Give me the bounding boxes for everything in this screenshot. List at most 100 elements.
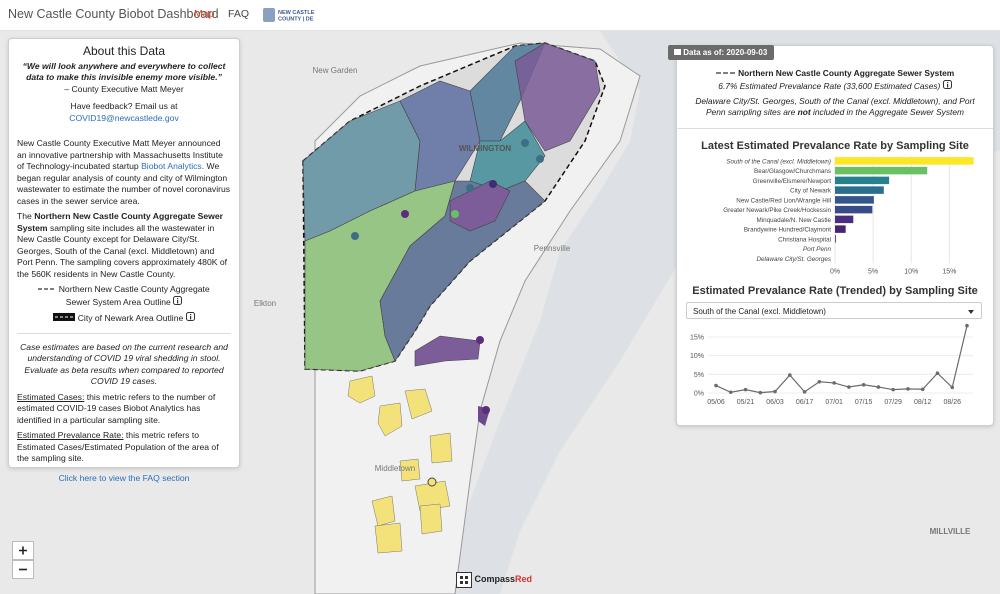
system-note: Delaware City/St. Georges, South of the … [677, 96, 993, 118]
county-logo[interactable]: NEW CASTLE COUNTY | DE [262, 6, 332, 24]
legend-item: Northern New Castle County Aggregate Sew… [17, 284, 231, 308]
sampling-sites [351, 139, 544, 487]
text: 6.7% Estimated Prevalance Rate (33,600 E… [718, 81, 941, 91]
email-link[interactable]: COVID19@newcastlede.gov [69, 112, 179, 123]
zoom-out[interactable] [12, 560, 34, 579]
site-marker[interactable] [401, 210, 409, 218]
site-marker[interactable] [521, 139, 529, 147]
caret-shape [968, 310, 974, 314]
quote: “We will look anywhere and everywhere to… [22, 60, 226, 83]
about-title: About this Data [82, 44, 166, 58]
category-label: Brandywine Hundred/Claymont [744, 227, 831, 234]
trend-chart-title: Estimated Prevalance Rate (Trended) by S… [692, 285, 978, 297]
system-name: Northern New Castle County Aggregate Sew… [677, 68, 993, 79]
logo-dot [460, 580, 463, 584]
trend-point [950, 385, 955, 390]
info-frame [942, 80, 952, 89]
plus [19, 546, 27, 555]
info-dot [946, 82, 948, 84]
sewer-area [429, 432, 453, 464]
footer-logo[interactable]: CompassRed [456, 570, 532, 588]
sewer-area [399, 80, 481, 192]
category-label: Delaware City/St. Georges [756, 256, 831, 263]
app-title: New Castle County Biobot Dashboard [8, 7, 219, 21]
calendar-body [674, 49, 681, 55]
text: this metric refers to Estimated Cases/Es… [17, 430, 219, 463]
bar [835, 215, 854, 224]
term: Estimated Cases: [17, 391, 85, 402]
text: Northern New Castle County Aggregate Sew… [738, 68, 955, 78]
trend-point [714, 383, 718, 388]
header: New Castle County Biobot Dashboard Map F… [0, 0, 1000, 31]
x-tick-label: 15% [942, 268, 956, 275]
trend-point [773, 389, 777, 394]
paragraph: New Castle County Executive Matt Meyer a… [17, 138, 231, 207]
info-dot [177, 297, 179, 299]
sewer-area [347, 375, 376, 404]
y-tick-label: 15% [690, 334, 704, 341]
nav-map[interactable]: Map [194, 8, 215, 20]
x-tick-label: 07/29 [884, 399, 902, 406]
data-date-badge: Data as of: 2020-09-03 [668, 45, 775, 60]
x-tick-label: 05/21 [737, 399, 755, 406]
info-stem [946, 84, 948, 88]
category-label: Greenville/Elsmere/Newport [753, 178, 832, 185]
site-marker[interactable] [351, 232, 359, 240]
sewer-area [377, 402, 403, 437]
nav-faq[interactable]: FAQ [228, 8, 250, 20]
site-marker[interactable] [466, 184, 474, 192]
legend-text: Northern New Castle County Aggregate Sew… [58, 284, 210, 307]
sewer-area [374, 522, 403, 554]
y-tick-label: 0% [694, 391, 704, 398]
category-label: South of the Canal (excl. Middletown) [726, 158, 831, 165]
bar [835, 205, 873, 214]
y-tick-label: 5% [694, 372, 704, 379]
biobot-link[interactable]: Biobot Analytics [141, 161, 202, 171]
divider [677, 128, 993, 129]
site-marker[interactable] [482, 406, 490, 414]
dashed-line-icon [38, 288, 57, 290]
info-frame [173, 295, 183, 305]
trend-point [965, 323, 969, 328]
category-label: New Castle/Red Lion/Wrangle Hill [736, 197, 831, 204]
site-dropdown[interactable]: South of the Canal (excl. Middletown) [686, 302, 982, 319]
x-tick-label: 06/17 [796, 399, 814, 406]
bar [835, 196, 874, 204]
site-marker[interactable] [476, 336, 484, 344]
logo-text: Compass [474, 574, 516, 584]
trend-point [906, 387, 910, 391]
x-tick-label: 07/01 [825, 399, 843, 406]
trend-point [817, 379, 822, 384]
about-panel: About this Data “We will look anywhere a… [8, 38, 240, 483]
logo-dot [465, 575, 468, 579]
trend-line [715, 325, 968, 394]
trend-point [847, 385, 851, 389]
text: . We began regular analysis of county an… [17, 161, 231, 206]
map-label: WILMINGTON [459, 144, 512, 153]
term: Estimated Prevalance Rate: [17, 430, 124, 440]
text: this metric refers to the number of esti… [17, 391, 216, 425]
logo-dot [465, 580, 468, 584]
sewer-area [371, 495, 396, 527]
faq-link[interactable]: Click here to view the FAQ section [58, 472, 190, 483]
x-tick-label: 5% [868, 268, 878, 275]
site-marker[interactable] [536, 155, 544, 163]
divider [17, 332, 231, 334]
site-marker[interactable] [427, 477, 437, 487]
data-date: Data as of: 2020-09-03 [683, 48, 768, 57]
dashed-line-icon [715, 72, 736, 74]
category-label: Christiana Hospital [778, 236, 831, 243]
trend-point [861, 382, 866, 387]
site-marker[interactable] [451, 210, 459, 218]
bar-chart-title: Latest Estimated Prevalance Rate by Samp… [701, 140, 969, 152]
x-tick-label: 06/03 [766, 399, 784, 406]
text: included in the Aggregate Sewer System [810, 107, 965, 117]
info-icon[interactable] [173, 295, 183, 305]
info-icon[interactable] [942, 80, 952, 89]
zoom-in[interactable] [12, 541, 34, 560]
map-label: Pennsville [534, 244, 571, 253]
site-marker[interactable] [489, 180, 497, 188]
sewer-area [414, 335, 481, 367]
info-icon[interactable] [185, 312, 195, 321]
